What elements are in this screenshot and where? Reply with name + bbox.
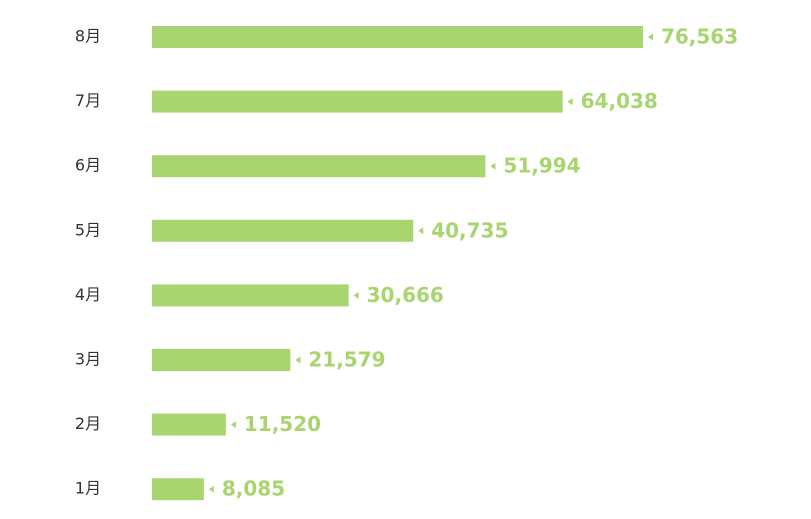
y-tick-label: 1月 <box>75 479 101 498</box>
bar <box>152 26 643 48</box>
label-pointer <box>418 227 424 235</box>
label-pointer <box>490 162 496 170</box>
y-tick-label: 3月 <box>75 350 101 369</box>
value-label: 21,579 <box>308 348 385 372</box>
bar <box>152 90 563 113</box>
label-pointer <box>208 485 214 493</box>
bar <box>152 155 486 178</box>
value-label: 51,994 <box>503 154 580 178</box>
label-pointer <box>353 291 359 299</box>
y-tick-label: 5月 <box>75 220 101 239</box>
label-pointer <box>230 421 236 429</box>
bar <box>152 349 291 371</box>
y-tick-label: 7月 <box>75 91 101 110</box>
value-label: 11,520 <box>244 412 321 436</box>
label-pointer <box>295 356 301 364</box>
label-pointer <box>567 98 573 106</box>
label-pointer <box>647 33 653 41</box>
value-label: 76,563 <box>661 25 738 49</box>
value-label: 30,666 <box>367 283 444 307</box>
bar <box>152 478 204 501</box>
value-label: 8,085 <box>222 477 285 501</box>
y-tick-label: 6月 <box>75 156 101 175</box>
bar <box>152 413 226 436</box>
bar <box>152 284 349 307</box>
y-tick-label: 4月 <box>75 285 101 304</box>
y-tick-label: 2月 <box>75 414 101 433</box>
value-label: 40,735 <box>431 218 508 242</box>
y-tick-label: 8月 <box>75 27 101 46</box>
bar <box>152 219 414 242</box>
value-label: 64,038 <box>581 89 658 113</box>
